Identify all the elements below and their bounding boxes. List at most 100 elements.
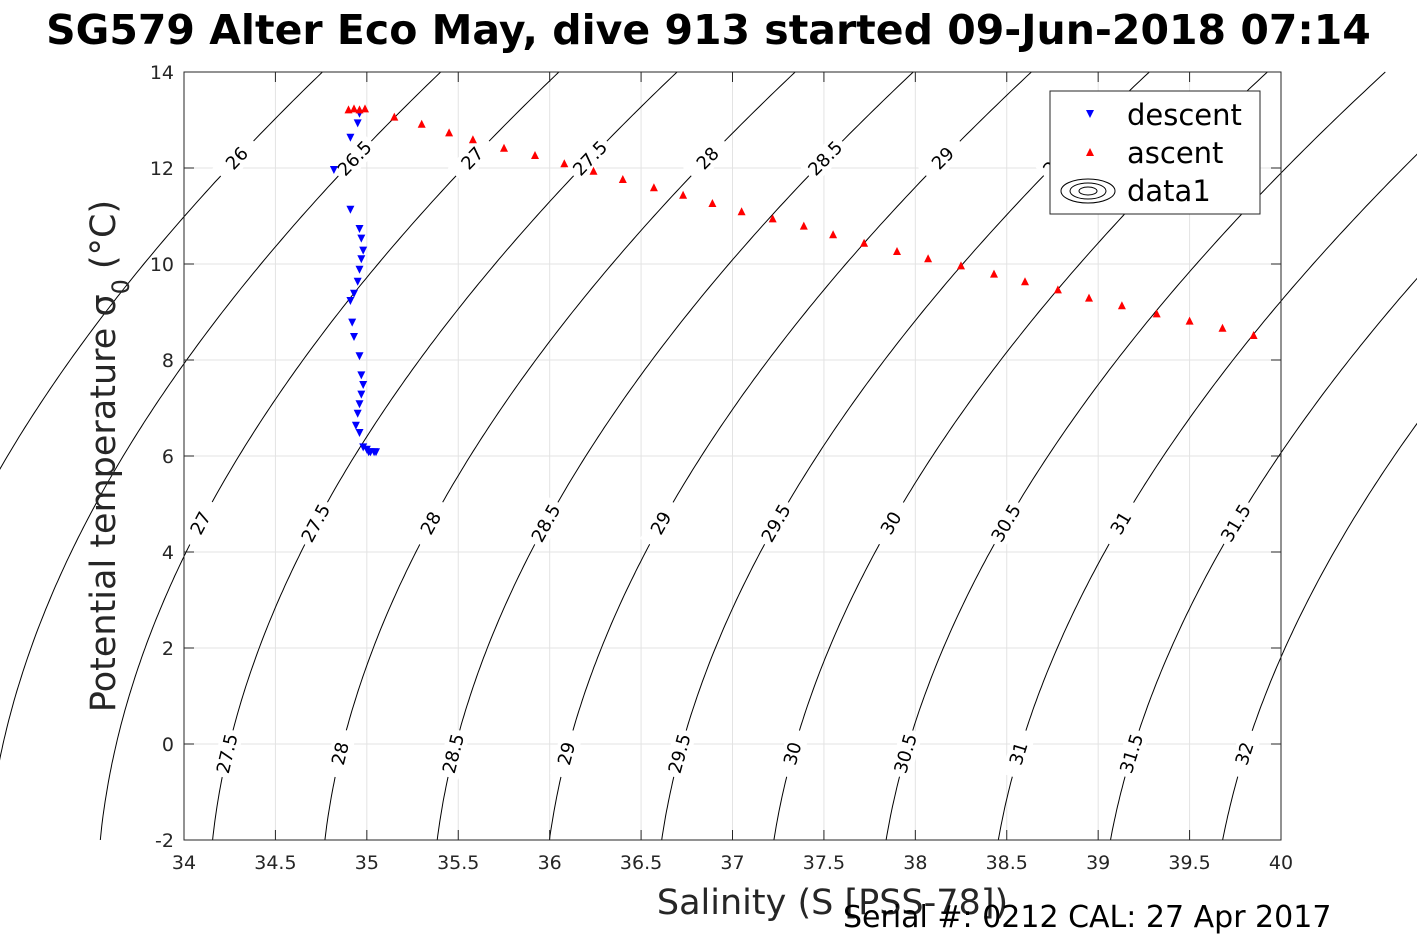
contour-label-bg [869,496,913,550]
x-tick-label: 38 [903,852,927,874]
y-axis-label-main: Potential temperature σ [84,294,124,712]
y-tick-label: 6 [162,446,174,468]
descent-point [355,429,364,437]
descent-point [355,225,364,233]
ascent-point [1218,323,1227,332]
ascent-point [829,230,838,239]
x-tick-label: 35.5 [437,852,479,874]
descent-point [346,297,355,305]
descent-point [357,255,366,264]
ascent-point [589,166,598,175]
contour-label-bg [179,496,222,550]
contour-label-bg [565,133,615,184]
x-tick-label: 39.5 [1168,852,1210,874]
ascent-point [1021,277,1029,286]
descent-point [353,277,362,286]
x-tick-label: 35 [355,852,379,874]
contour-label: 29.5 [665,732,696,776]
contour-label-bg [409,496,453,550]
tick-labels: 34 34.5 35 35.5 36 36.5 37 37.5 38 38.5 39 39.5 40-2… [150,62,1293,874]
legend-ascent-marker [1086,148,1094,156]
contour-label: 27.5 [213,732,243,776]
ascent-point [417,119,426,128]
y-axis-label-subscript: 0 [107,279,135,294]
ascent-point [957,261,965,270]
ascent-point [737,207,746,216]
density-contour [548,71,1032,841]
contour-label-bg [294,496,337,550]
descent-point [350,333,358,341]
y-tick-label: 2 [162,638,174,660]
descent-point [355,400,364,409]
descent-point [329,166,338,174]
density-contour [661,71,1150,841]
legend-descent-label: descent [1127,98,1242,132]
contour-label-bg [754,496,798,550]
contour-label-bg [549,727,584,780]
contour-label-bg [1001,727,1037,780]
ascent-point [468,135,477,144]
ascent-point [390,112,399,121]
density-contour [99,71,560,841]
ascent-point [531,151,539,159]
descent-point [355,265,364,274]
contour-label: 30.5 [890,732,921,776]
descent-point [353,119,362,128]
contour-label-bg [683,133,733,184]
descent-point [350,289,358,298]
ascent-point [768,214,777,223]
y-tick-label: 4 [162,542,174,564]
contour-label-bg [800,133,851,184]
descent-point [353,409,362,418]
contour-label-bg [918,133,968,184]
descent-point [357,371,366,380]
contour-label: 31.5 [1116,731,1148,776]
contour-label-bg [639,496,683,550]
data-points [329,104,1258,457]
ascent-point [1117,301,1126,310]
descent-point [346,205,355,214]
ascent-point [1085,293,1093,302]
density-contour [1222,422,1417,841]
y-tick-label: 10 [150,254,174,276]
y-tick-label: 14 [150,62,174,84]
contour-label-bg [775,727,810,780]
density-contour [0,71,323,470]
legend-data1-label: data1 [1127,174,1211,208]
y-tick-label: 12 [150,158,174,180]
descent-point [357,234,366,243]
ascent-point [990,269,998,278]
legend-descent-marker [1086,110,1094,118]
x-tick-label: 40 [1269,852,1293,874]
y-axis-label-unit: (°C) [84,200,124,269]
x-tick-label: 36 [538,852,562,874]
descent-point [372,448,380,457]
contour-label-bg [1114,727,1150,780]
ascent-point [893,247,901,255]
ascent-point [500,143,508,152]
axis-ticks [183,71,1282,841]
contour-label-bg [1226,727,1263,780]
ascent-point [1185,316,1194,325]
ascent-point [1152,309,1161,318]
contour-label: 28 [328,740,354,767]
contour-label-bg [984,496,1028,550]
x-tick-label: 34 [172,852,196,874]
descent-point [348,318,357,327]
ascent-point [1053,285,1062,294]
contour-label-bg [1099,496,1143,550]
y-axis-label: Potential temperature σ0 (°C) [84,200,135,712]
ascent-point [350,104,358,113]
legend-ascent-label: ascent [1127,136,1223,170]
contour-label-bg [1214,496,1258,550]
contour-label-bg [323,727,357,780]
descent-point [359,246,368,255]
contour-label-bg [524,496,568,550]
contour-label-bg [888,727,924,780]
ascent-point [618,175,627,183]
density-contour [0,71,442,761]
ascent-point [560,159,569,168]
descent-point [359,381,368,389]
contour-label-bg [447,133,498,184]
